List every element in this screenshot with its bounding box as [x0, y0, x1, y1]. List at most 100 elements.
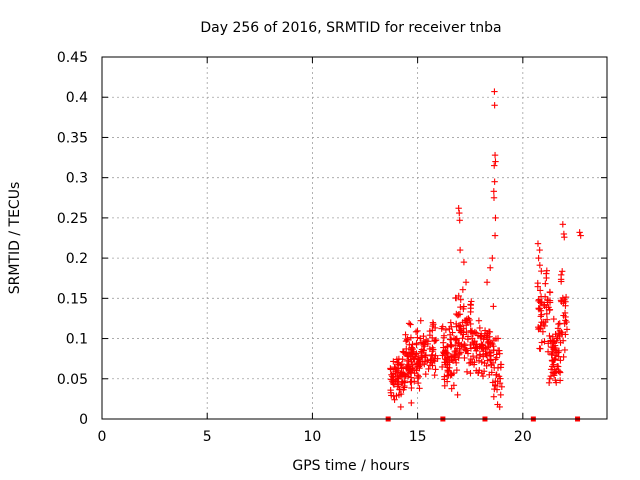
data-point — [461, 342, 469, 349]
data-point — [417, 361, 424, 369]
data-point — [407, 321, 414, 328]
data-point — [459, 319, 466, 326]
data-point — [488, 369, 495, 376]
data-point — [490, 194, 498, 201]
data-point — [559, 221, 567, 228]
data-point — [408, 350, 416, 357]
plot-frame — [101, 56, 608, 420]
data-point — [540, 301, 548, 308]
data-point — [460, 258, 468, 266]
data-point — [422, 370, 429, 378]
data-point — [492, 371, 500, 379]
data-point — [538, 267, 545, 275]
data-point — [455, 340, 463, 347]
data-point — [447, 370, 455, 378]
data-point — [407, 334, 415, 341]
data-point — [491, 232, 499, 239]
data-point — [441, 382, 448, 390]
data-point — [438, 363, 446, 371]
data-point — [491, 88, 498, 95]
data-point — [490, 303, 497, 310]
data-point — [397, 403, 404, 411]
data-point — [393, 356, 401, 363]
data-point — [497, 361, 505, 368]
data-point — [537, 313, 545, 320]
data-point — [556, 368, 563, 376]
data-point — [486, 328, 494, 336]
data-point — [431, 337, 438, 345]
data-point — [577, 232, 584, 239]
data-point — [536, 246, 543, 254]
y-tick-label: 0.45 — [57, 50, 88, 66]
data-point — [456, 209, 463, 217]
data-point — [546, 289, 554, 296]
data-point — [492, 382, 499, 390]
chart-title: Day 256 of 2016, SRMTID for receiver tnb… — [200, 20, 501, 36]
data-point — [486, 348, 493, 356]
data-point — [537, 345, 544, 352]
data-point — [538, 339, 546, 346]
data-point — [535, 254, 542, 262]
data-point — [390, 381, 398, 388]
data-point — [496, 379, 504, 387]
data-point — [465, 359, 473, 367]
data-point — [563, 326, 571, 333]
data-point — [549, 333, 557, 340]
data-point — [535, 325, 542, 333]
data-point — [434, 355, 441, 362]
data-point — [407, 374, 415, 381]
data-point — [455, 339, 462, 346]
x-tick-label: 0 — [98, 429, 107, 445]
data-point — [542, 280, 549, 287]
data-point — [562, 298, 569, 305]
data-point — [554, 363, 562, 370]
grid-lines — [102, 57, 607, 419]
y-tick-label: 0.25 — [57, 211, 88, 227]
data-point — [455, 354, 462, 362]
data-point — [491, 162, 498, 169]
x-tick-label: 20 — [514, 429, 532, 445]
data-point — [476, 351, 483, 358]
data-point — [467, 370, 474, 377]
data-point — [412, 328, 420, 336]
data-point — [550, 340, 557, 347]
data-point — [452, 294, 459, 302]
data-point — [463, 368, 471, 376]
data-point — [387, 376, 395, 383]
data-point — [457, 296, 464, 303]
data-point — [417, 335, 424, 342]
data-point — [402, 331, 409, 338]
data-point — [428, 352, 435, 360]
data-point — [408, 399, 415, 407]
data-point — [414, 359, 421, 367]
data-point — [421, 342, 428, 350]
data-point — [496, 403, 503, 411]
x-tick-label: 5 — [203, 429, 212, 445]
data-point — [418, 349, 426, 357]
data-point — [399, 378, 406, 385]
data-point — [534, 279, 541, 287]
data-point — [555, 320, 562, 328]
data-point — [534, 240, 542, 247]
data-point — [411, 378, 418, 385]
data-point — [452, 335, 459, 343]
data-point — [493, 386, 501, 393]
data-point — [489, 254, 496, 262]
data-point — [561, 346, 569, 354]
data-point — [448, 385, 455, 392]
data-point — [484, 344, 492, 351]
data-point — [456, 246, 464, 254]
data-point — [456, 350, 463, 358]
data-point — [432, 337, 439, 344]
data-point — [487, 349, 494, 357]
data-point — [560, 312, 567, 319]
data-point — [412, 361, 420, 368]
data-point — [387, 366, 394, 373]
data-point — [537, 293, 545, 300]
data-point — [483, 279, 491, 286]
data-point — [408, 365, 416, 372]
data-point — [482, 350, 489, 357]
data-point — [415, 373, 423, 380]
data-point — [403, 336, 411, 344]
data-point — [539, 328, 547, 335]
